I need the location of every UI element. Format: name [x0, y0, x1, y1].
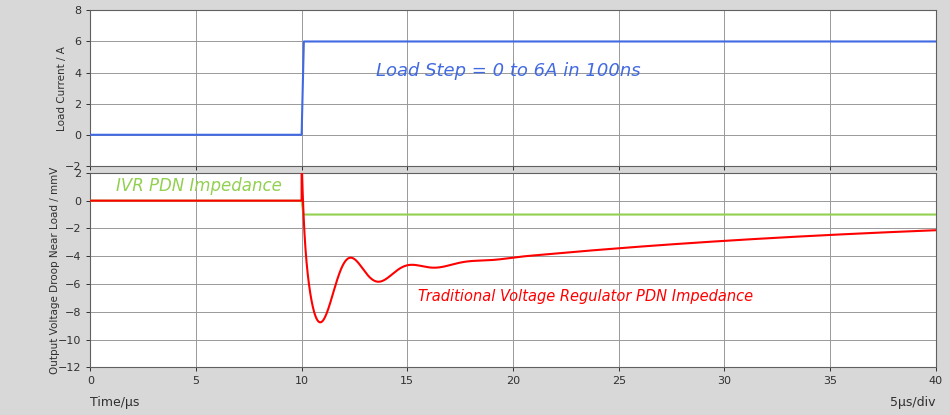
Text: IVR PDN Impedance: IVR PDN Impedance — [116, 177, 281, 195]
Y-axis label: Load Current / A: Load Current / A — [57, 46, 67, 131]
Text: Time/μs: Time/μs — [90, 396, 140, 409]
Text: Traditional Voltage Regulator PDN Impedance: Traditional Voltage Regulator PDN Impeda… — [418, 288, 753, 304]
Text: 5μs/div: 5μs/div — [890, 396, 936, 409]
Text: Load Step = 0 to 6A in 100ns: Load Step = 0 to 6A in 100ns — [375, 62, 640, 80]
Y-axis label: Output Voltage Droop Near Load / mmV: Output Voltage Droop Near Load / mmV — [50, 166, 60, 374]
